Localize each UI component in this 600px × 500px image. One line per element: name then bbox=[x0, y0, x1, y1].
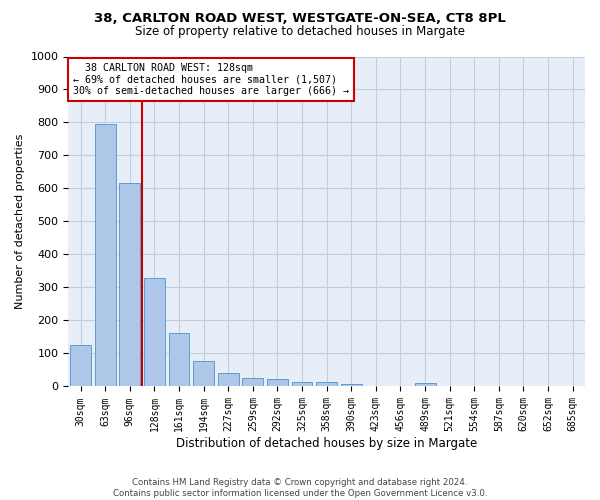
Text: 38 CARLTON ROAD WEST: 128sqm
← 69% of detached houses are smaller (1,507)
30% of: 38 CARLTON ROAD WEST: 128sqm ← 69% of de… bbox=[73, 63, 349, 96]
Bar bbox=[267, 379, 288, 386]
Y-axis label: Number of detached properties: Number of detached properties bbox=[15, 134, 25, 309]
Bar bbox=[119, 182, 140, 386]
Bar bbox=[316, 382, 337, 386]
Bar bbox=[242, 378, 263, 386]
Text: 38, CARLTON ROAD WEST, WESTGATE-ON-SEA, CT8 8PL: 38, CARLTON ROAD WEST, WESTGATE-ON-SEA, … bbox=[94, 12, 506, 26]
Bar bbox=[292, 382, 313, 386]
Bar bbox=[193, 360, 214, 386]
Bar bbox=[144, 278, 165, 386]
Text: Contains HM Land Registry data © Crown copyright and database right 2024.
Contai: Contains HM Land Registry data © Crown c… bbox=[113, 478, 487, 498]
Text: Size of property relative to detached houses in Margate: Size of property relative to detached ho… bbox=[135, 25, 465, 38]
Bar bbox=[169, 333, 190, 386]
Bar bbox=[70, 345, 91, 387]
Bar bbox=[218, 374, 239, 386]
Bar bbox=[95, 124, 116, 386]
Bar bbox=[341, 384, 362, 386]
X-axis label: Distribution of detached houses by size in Margate: Distribution of detached houses by size … bbox=[176, 437, 477, 450]
Bar bbox=[415, 383, 436, 386]
